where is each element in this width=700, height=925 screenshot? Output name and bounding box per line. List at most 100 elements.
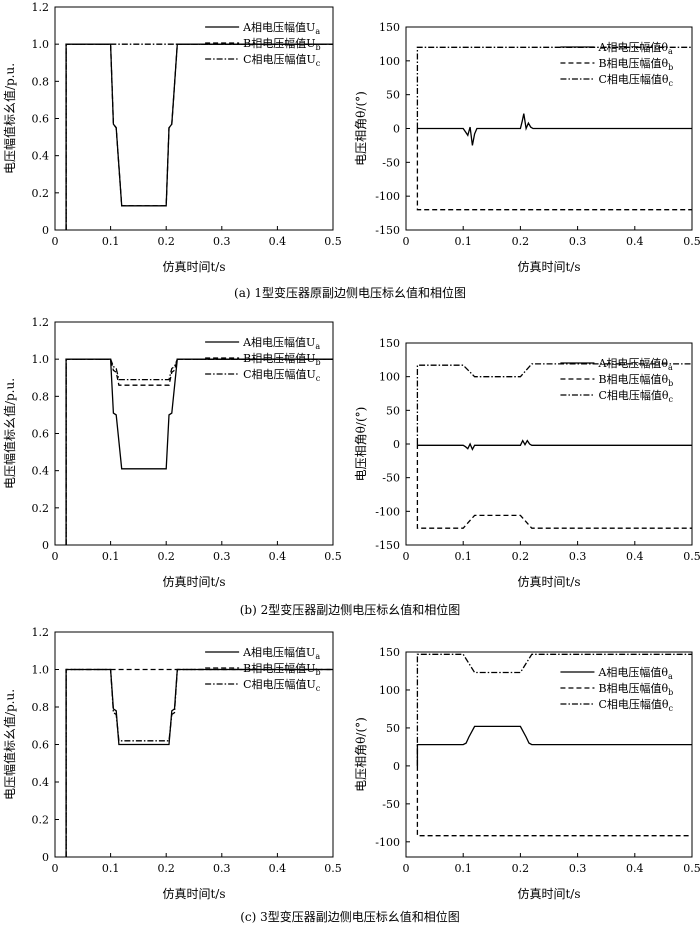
legend-subscript: b xyxy=(315,43,320,52)
x-tick-label: 0 xyxy=(403,550,410,563)
x-tick-label: 0.5 xyxy=(683,235,700,248)
x-tick-label: 0.3 xyxy=(569,862,587,875)
legend-label: C相电压幅值θ xyxy=(598,698,668,711)
y-tick-label: 1.2 xyxy=(32,1,50,14)
legend-entry-c: C相电压幅值Uc xyxy=(243,368,321,383)
legend-entry-b: B相电压幅值Ub xyxy=(243,37,320,52)
chart-a-left: 0 0.1 0.2 0.3 0.4 0.5 0 0.2 0.4 0.6 0.8 1.0 1.2 仿真时间t… xyxy=(2,1,342,274)
y-axis-label: 电压相角θ/(°) xyxy=(354,717,368,792)
y-tick-label: 0.6 xyxy=(32,113,50,126)
x-tick-label: 0.1 xyxy=(454,550,472,563)
y-axis-label: 电压相角θ/(°) xyxy=(354,91,368,166)
legend-entry-a: A相电压幅值Ua xyxy=(242,21,320,36)
y-tick-label: 50 xyxy=(386,722,400,735)
x-tick-label: 0.4 xyxy=(269,862,287,875)
y-tick-label: 1.0 xyxy=(32,38,50,51)
series-line-b xyxy=(416,444,692,529)
y-tick-label: 0 xyxy=(393,123,400,136)
y-tick-label: 100 xyxy=(379,371,400,384)
chart-a-right: 0 0.1 0.2 0.3 0.4 0.5 -150 -100 -50 0 50 100 150 仿真时间… xyxy=(354,21,700,274)
x-axis-label: 仿真时间t/s xyxy=(162,260,225,274)
legend-label: A相电压幅值θ xyxy=(597,357,668,370)
legend-label: C相电压幅值U xyxy=(243,368,316,381)
legend-label: A相电压幅值U xyxy=(242,646,315,659)
x-axis-label: 仿真时间t/s xyxy=(517,887,580,901)
series-line-a xyxy=(65,668,333,857)
legend-label: A相电压幅值θ xyxy=(597,666,668,679)
legend-label: C相电压幅值θ xyxy=(598,73,668,86)
x-tick-label: 0 xyxy=(52,550,59,563)
y-tick-label: -100 xyxy=(375,836,400,849)
x-tick-label: 0.1 xyxy=(102,235,120,248)
y-tick-label: 0.4 xyxy=(32,150,50,163)
x-tick-label: 0.2 xyxy=(512,235,530,248)
chart-b-right: 0 0.1 0.2 0.3 0.4 0.5 -150 -100 -50 0 50 100 150 仿真时间… xyxy=(354,337,700,589)
x-tick-label: 0 xyxy=(403,235,410,248)
x-tick-label: 0.5 xyxy=(324,550,342,563)
legend-label: C相电压幅值θ xyxy=(598,389,668,402)
legend-subscript: c xyxy=(668,79,673,88)
legend-subscript: a xyxy=(315,652,320,661)
legend-entry-a: A相电压幅值θa xyxy=(597,666,673,681)
legend-entry-c: C相电压幅值θc xyxy=(598,389,673,404)
x-tick-label: 0 xyxy=(403,862,410,875)
legend-subscript: c xyxy=(668,395,673,404)
series-line-b xyxy=(416,765,692,837)
y-tick-label: 0.8 xyxy=(32,701,50,714)
y-tick-label: 100 xyxy=(379,684,400,697)
x-tick-label: 0 xyxy=(52,862,59,875)
series-line-a xyxy=(416,725,692,766)
legend-subscript: b xyxy=(668,688,673,697)
series-line-a xyxy=(417,113,692,146)
y-tick-label: -100 xyxy=(375,190,400,203)
legend-entry-a: A相电压幅值θa xyxy=(597,41,673,56)
y-tick-label: 1.0 xyxy=(32,664,50,677)
legend-label: B相电压幅值U xyxy=(243,662,315,675)
chart-c-right: 0 0.1 0.2 0.3 0.4 0.5 -100 -50 0 50 100 150 仿真时间t/s 电… xyxy=(354,646,700,901)
legend-entry-c: C相电压幅值Uc xyxy=(243,678,321,693)
legend-entry-b: B相电压幅值θb xyxy=(598,373,673,388)
x-tick-label: 0.2 xyxy=(512,862,530,875)
y-tick-label: 0.2 xyxy=(32,502,50,515)
legend-subscript: c xyxy=(668,704,673,713)
y-tick-label: 50 xyxy=(386,89,400,102)
y-axis-label: 电压幅值标幺值/p.u. xyxy=(2,689,17,800)
y-tick-label: 150 xyxy=(379,337,400,350)
caption-b: (b) 2型变压器副边侧电压标幺值和相位图 xyxy=(239,603,461,617)
series-line-a xyxy=(65,43,333,230)
legend-label: A相电压幅值U xyxy=(242,336,315,349)
x-tick-label: 0.1 xyxy=(102,862,120,875)
legend-subscript: a xyxy=(315,342,320,351)
series-line-c xyxy=(416,653,692,766)
x-tick-label: 0.1 xyxy=(454,862,472,875)
legend-subscript: c xyxy=(316,374,321,383)
x-tick-label: 0.2 xyxy=(157,862,175,875)
x-tick-label: 0.4 xyxy=(626,235,644,248)
x-tick-label: 0.3 xyxy=(213,235,231,248)
series-line-c xyxy=(416,46,692,129)
series-line-c xyxy=(65,358,333,545)
x-tick-label: 0.5 xyxy=(683,862,700,875)
legend-entry-a: A相电压幅值Ua xyxy=(242,336,320,351)
x-tick-label: 0.4 xyxy=(269,550,287,563)
x-tick-label: 0.5 xyxy=(683,550,700,563)
y-axis-label: 电压相角θ/(°) xyxy=(354,407,368,482)
y-tick-label: 0.6 xyxy=(32,739,50,752)
legend-label: A相电压幅值θ xyxy=(597,41,668,54)
chart-b-left: 0 0.1 0.2 0.3 0.4 0.5 0 0.2 0.4 0.6 0.8 1.0 1.2 仿真时间t… xyxy=(2,316,342,589)
y-tick-label: -150 xyxy=(375,224,400,237)
legend-subscript: b xyxy=(668,63,673,72)
legend-subscript: b xyxy=(315,668,320,677)
series-line-c xyxy=(65,668,333,857)
x-tick-label: 0 xyxy=(52,235,59,248)
legend-subscript: a xyxy=(668,47,673,56)
y-tick-label: 0.4 xyxy=(32,776,50,789)
y-tick-label: 0.4 xyxy=(32,465,50,478)
series-line-a xyxy=(417,439,692,451)
legend-entry-b: B相电压幅值θb xyxy=(598,57,673,72)
y-tick-label: 1.0 xyxy=(32,353,50,366)
legend-entry-b: B相电压幅值θb xyxy=(598,682,673,697)
x-tick-label: 0.4 xyxy=(269,235,287,248)
series-line-c xyxy=(65,43,333,230)
